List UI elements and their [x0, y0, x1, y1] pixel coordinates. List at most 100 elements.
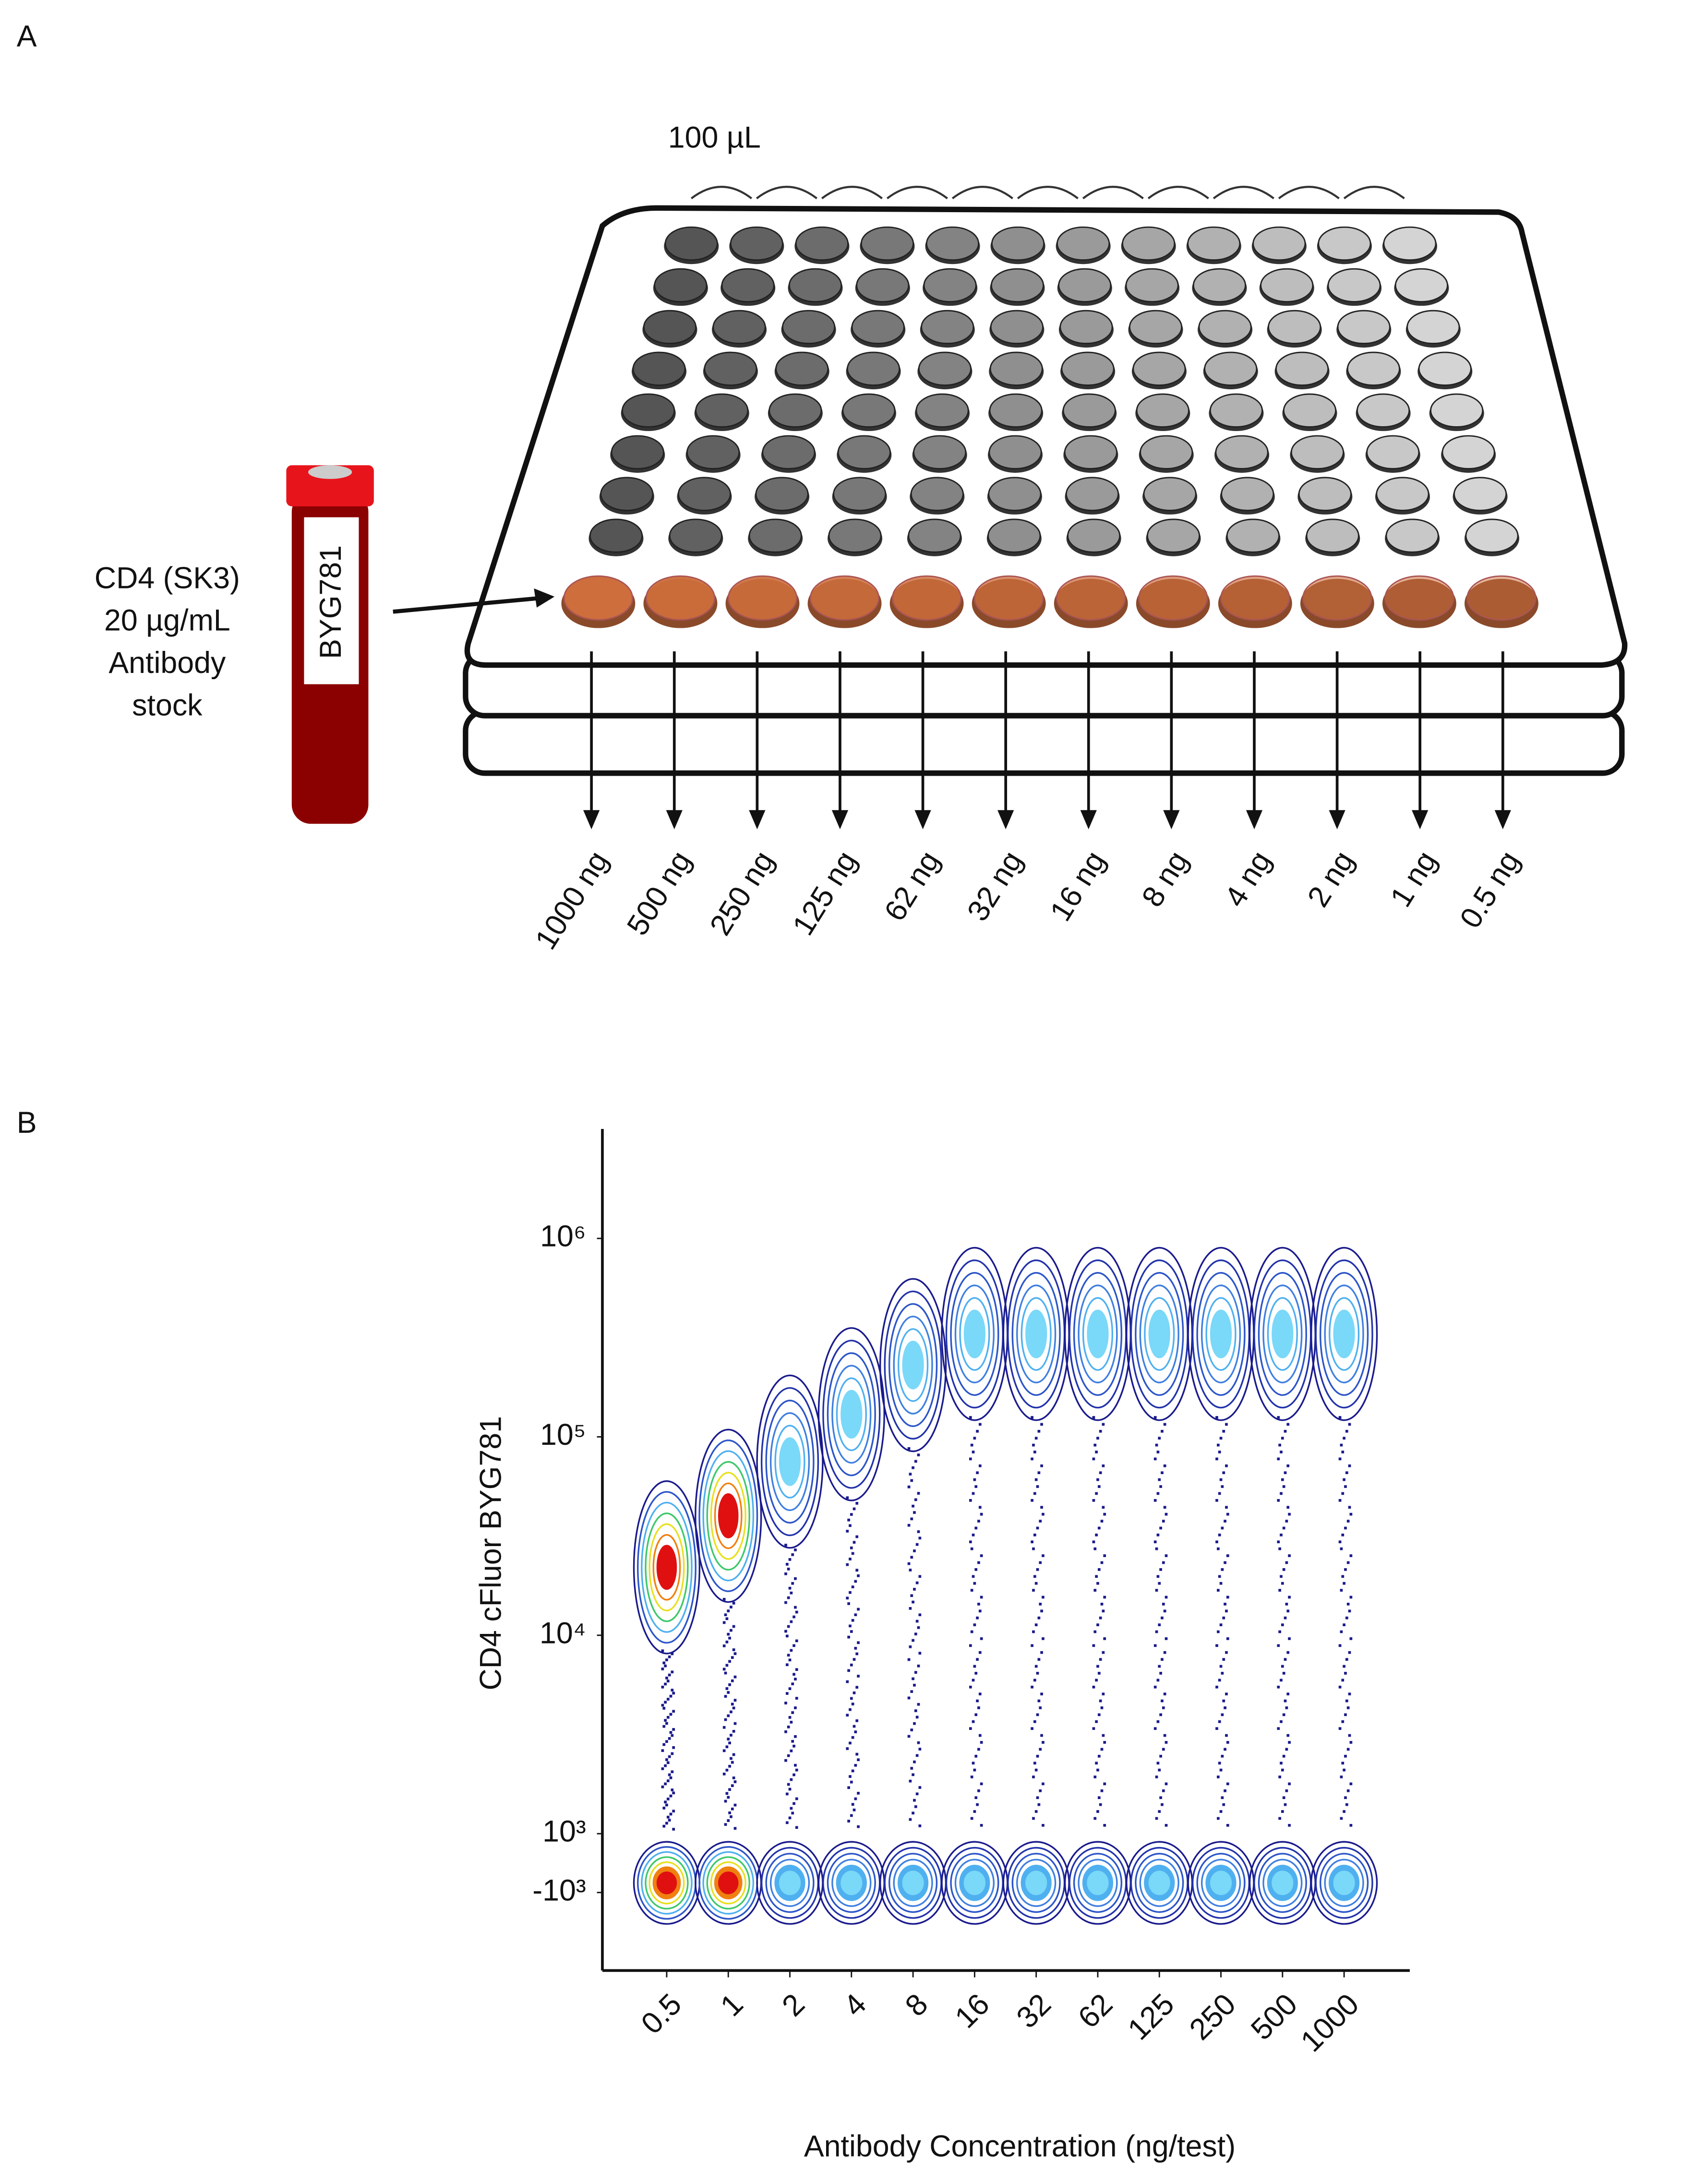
event-dot: [1097, 1754, 1101, 1758]
event-dot: [976, 1658, 979, 1661]
contour: [950, 1272, 999, 1396]
event-dot: [1346, 1789, 1350, 1792]
event-dot: [980, 1596, 983, 1599]
well: [913, 435, 967, 469]
well: [1065, 477, 1119, 511]
event-dot: [728, 1764, 731, 1768]
event-dot: [973, 1437, 976, 1440]
well: [1198, 310, 1252, 344]
contour: [840, 1871, 863, 1896]
contour: [714, 1482, 743, 1549]
event-dot: [1040, 1692, 1043, 1695]
event-dot: [787, 1654, 790, 1657]
event-dot: [722, 1621, 726, 1624]
contour: [1258, 1272, 1307, 1396]
population: [941, 1247, 1009, 1421]
event-dot: [671, 1752, 674, 1755]
event-dot: [1225, 1734, 1228, 1737]
contour: [963, 1871, 986, 1896]
event-dot: [1349, 1824, 1353, 1827]
event-dot: [1278, 1776, 1281, 1778]
event-dot: [913, 1799, 916, 1802]
event-dot: [1103, 1741, 1106, 1744]
contour: [1078, 1284, 1118, 1383]
event-dot: [1161, 1471, 1164, 1475]
event-dot: [855, 1752, 859, 1756]
tube-label: BYG781: [314, 545, 348, 659]
event-dot: [909, 1779, 912, 1783]
event-dot: [727, 1714, 730, 1717]
event-dot: [912, 1639, 914, 1642]
event-dot: [1221, 1796, 1224, 1800]
event-dot: [1042, 1596, 1045, 1599]
contour: [1324, 1284, 1364, 1383]
event-dot: [914, 1498, 917, 1501]
amount-label: 1 ng: [1384, 845, 1443, 913]
event-dot: [1216, 1547, 1220, 1550]
event-dot: [1159, 1713, 1162, 1716]
event-dot: [1343, 1623, 1345, 1626]
event-dot: [668, 1819, 671, 1822]
event-dot: [851, 1619, 854, 1622]
event-dot: [978, 1464, 982, 1467]
event-dot: [728, 1660, 731, 1663]
contour: [836, 1377, 867, 1452]
arrowhead: [1494, 810, 1511, 829]
event-dot: [907, 1485, 911, 1488]
contour: [765, 1853, 815, 1913]
event-dot: [1221, 1754, 1224, 1758]
event-dot: [732, 1730, 735, 1733]
event-dot: [1097, 1526, 1101, 1530]
population: [1126, 1841, 1193, 1925]
event-dot: [974, 1754, 978, 1758]
event-dot: [974, 1713, 978, 1716]
well: [860, 226, 914, 261]
contour: [710, 1861, 746, 1905]
event-dot: [662, 1824, 666, 1828]
event-dot: [1343, 1768, 1345, 1772]
event-dot: [915, 1792, 919, 1796]
stock-text: 20 µg/mL: [104, 604, 230, 637]
event-dot: [1095, 1451, 1098, 1453]
event-dot: [785, 1563, 789, 1566]
event-dot: [1345, 1429, 1348, 1433]
event-dot: [1165, 1782, 1168, 1786]
event-dot: [847, 1518, 850, 1522]
event-dot: [733, 1827, 737, 1830]
event-dot: [1096, 1665, 1099, 1668]
event-dot: [851, 1552, 854, 1555]
event-dot: [1218, 1492, 1221, 1495]
event-dot: [970, 1443, 973, 1447]
event-dot: [1345, 1658, 1348, 1661]
event-dot: [1216, 1817, 1220, 1820]
event-dot: [730, 1606, 732, 1608]
event-dot: [1161, 1616, 1164, 1620]
event-dot: [1345, 1803, 1348, 1806]
event-dot: [847, 1635, 850, 1639]
event-dot: [724, 1800, 727, 1803]
event-dot: [666, 1680, 670, 1683]
event-dot: [732, 1753, 735, 1756]
event-dot: [1222, 1658, 1225, 1661]
event-dot: [1278, 1630, 1281, 1633]
event-dot: [973, 1665, 976, 1668]
event-dot: [910, 1728, 913, 1731]
event-dot: [849, 1524, 852, 1527]
well: [755, 477, 809, 511]
well: [1268, 310, 1321, 344]
event-dot: [855, 1535, 859, 1538]
arrowhead: [1246, 810, 1263, 829]
well: [1465, 518, 1519, 553]
contour: [1272, 1309, 1294, 1358]
y-axis-label: CD4 cFluor BYG781: [474, 1416, 507, 1691]
event-dot: [969, 1499, 972, 1502]
event-dot: [1285, 1706, 1288, 1709]
event-dot: [1155, 1443, 1158, 1447]
x-tick-label: 2: [776, 1987, 811, 2023]
event-dot: [788, 1687, 792, 1690]
event-dot: [794, 1706, 797, 1709]
amount-label: 125 ng: [786, 845, 864, 941]
well: [837, 435, 891, 469]
event-dot: [661, 1704, 664, 1707]
